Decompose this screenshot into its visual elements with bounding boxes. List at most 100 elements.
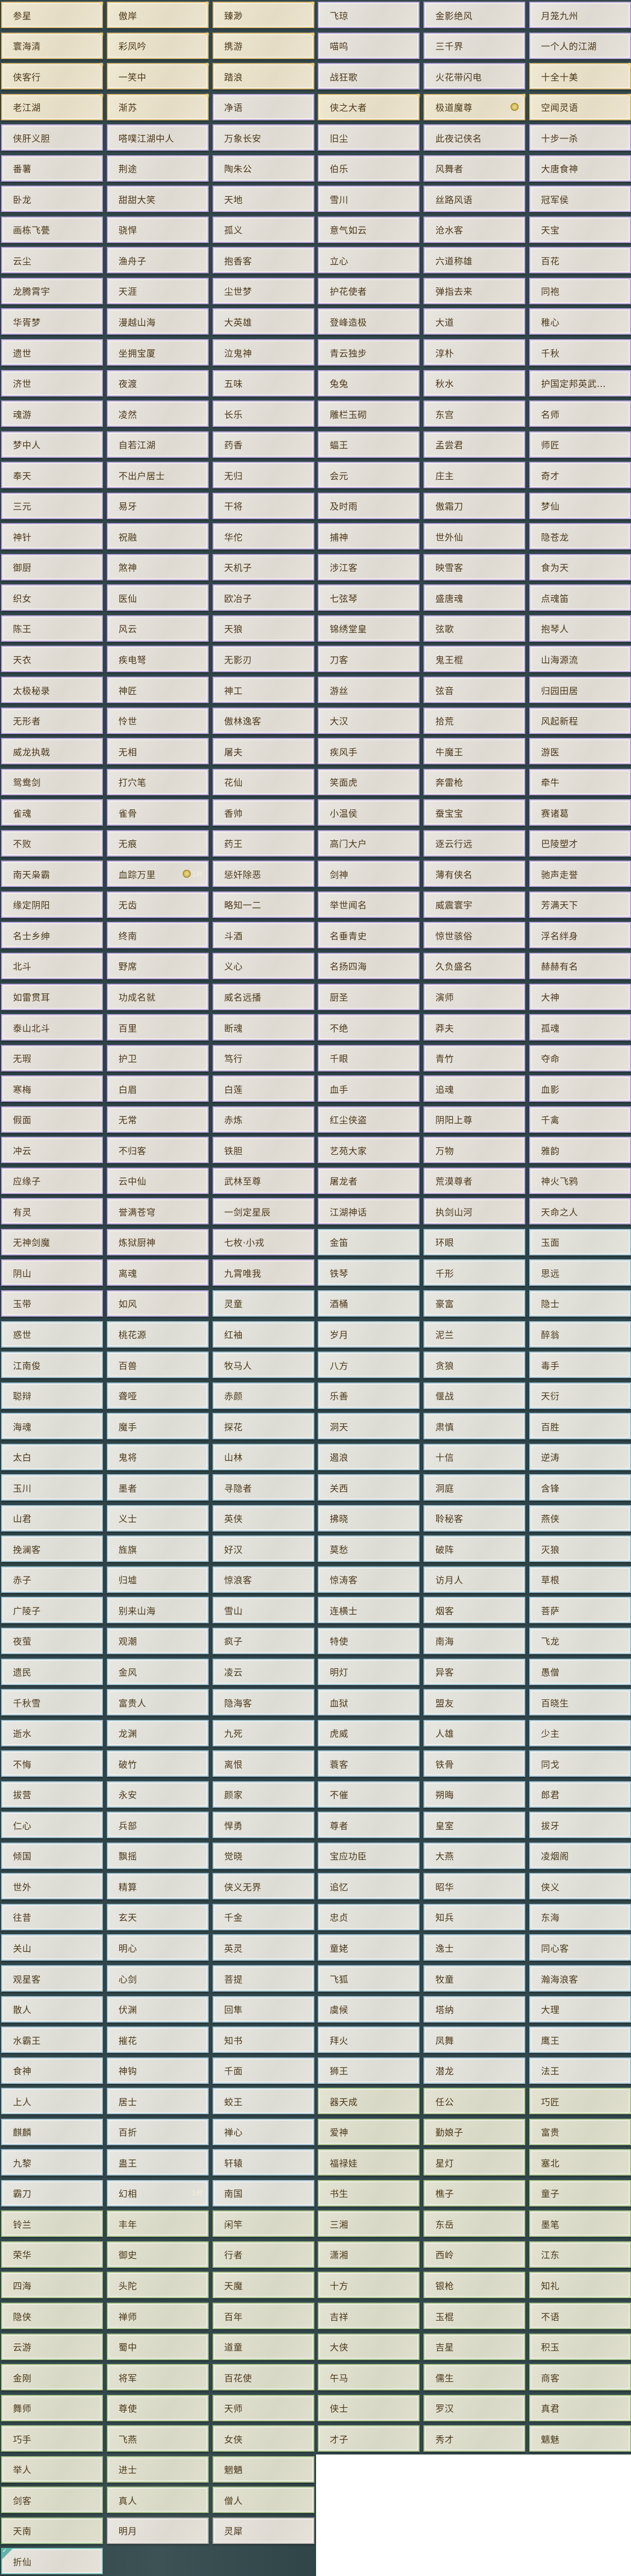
title-card[interactable]: 鬼王棍 [423, 646, 526, 673]
title-card[interactable]: 五味 [212, 370, 314, 397]
title-card[interactable]: 逝水 [1, 1719, 103, 1746]
title-card[interactable]: 疾电弩 [106, 646, 209, 673]
title-card[interactable]: 不催 [318, 1781, 420, 1808]
title-card[interactable]: 战狂歌 [318, 63, 420, 90]
title-card[interactable]: 野席 [106, 952, 209, 979]
title-card[interactable]: 月笼九州 [529, 2, 631, 28]
title-card[interactable]: 烟客 [423, 1597, 526, 1624]
title-card[interactable]: 不语 [529, 2303, 631, 2330]
title-card[interactable]: 书生 [318, 2179, 420, 2206]
title-card[interactable]: 觉晓 [212, 1842, 314, 1869]
title-card[interactable]: 捕神 [318, 523, 420, 550]
title-card[interactable]: 画栋飞甍 [1, 216, 103, 243]
title-card[interactable]: 吉星 [423, 2333, 526, 2360]
title-card[interactable]: 易牙 [106, 492, 209, 519]
title-card[interactable]: 寻隐者 [212, 1474, 314, 1501]
title-card[interactable]: 蝠王 [318, 431, 420, 458]
title-card[interactable]: 渔舟子 [106, 247, 209, 274]
title-card[interactable]: 忠贞 [318, 1903, 420, 1930]
title-card[interactable]: 神针 [1, 523, 103, 550]
title-card[interactable]: 玉川 [1, 1474, 103, 1501]
title-card[interactable]: 雪川 [318, 186, 420, 213]
title-card[interactable]: 雀骨 [106, 799, 209, 826]
title-card[interactable]: 午马 [318, 2364, 420, 2391]
title-card[interactable]: 皇室 [423, 1812, 526, 1839]
title-card[interactable]: 不悔 [1, 1750, 103, 1777]
title-card[interactable]: 明灯 [318, 1658, 420, 1685]
title-card[interactable]: 神火飞鸦 [529, 1167, 631, 1194]
title-card[interactable]: 护卫 [106, 1044, 209, 1071]
title-card[interactable]: 连横士 [318, 1597, 420, 1624]
title-card[interactable]: 铁琴 [318, 1259, 420, 1286]
title-card[interactable]: ✦ 侠客行 [1, 61, 104, 90]
title-card[interactable]: 吉祥 [318, 2303, 420, 2330]
title-card[interactable]: 赤颜 [212, 1382, 314, 1409]
title-card[interactable]: 威龙执戟 [1, 738, 103, 765]
title-card[interactable]: 驰声走誉 [529, 861, 631, 888]
title-card[interactable]: 观星客 [1, 1965, 103, 1992]
title-card[interactable]: 稚心 [529, 308, 631, 335]
title-card[interactable]: 抱琴人 [529, 615, 631, 642]
title-card[interactable]: 飘摇 [106, 1842, 209, 1869]
title-card[interactable]: ✦ 傲岸 [106, 0, 210, 28]
title-card[interactable]: 蜀中 [106, 2333, 209, 2360]
title-card[interactable]: ✦ 寰海清 [1, 31, 104, 59]
title-card[interactable]: 药香 [212, 431, 314, 458]
title-card[interactable]: 积玉 [529, 2333, 631, 2360]
title-card[interactable]: 蓑客 [318, 1750, 420, 1777]
title-card[interactable]: 偃战 [423, 1382, 526, 1409]
title-card[interactable]: 器天成 [318, 2088, 420, 2115]
title-card[interactable]: 陶朱公 [212, 155, 314, 182]
title-card[interactable]: 孤义 [212, 216, 314, 243]
title-card[interactable]: 郎君 [529, 1781, 631, 1808]
title-card[interactable]: 七弦琴 [318, 584, 420, 611]
title-card[interactable]: 盟友 [423, 1689, 526, 1716]
title-card[interactable]: 遗世 [1, 339, 103, 366]
title-card[interactable]: 一个人的江湖 [529, 32, 631, 59]
title-card[interactable]: 不绝 [318, 1014, 420, 1041]
title-card[interactable]: 聋哑 [106, 1382, 209, 1409]
title-card[interactable]: 万物 [423, 1137, 526, 1164]
title-card[interactable]: 山君 [1, 1505, 103, 1532]
title-card[interactable]: 知礼 [529, 2272, 631, 2299]
title-card[interactable]: 陈王 [1, 615, 103, 642]
title-card[interactable]: 兵部 [106, 1812, 209, 1839]
title-card[interactable]: 疯子 [212, 1627, 314, 1654]
title-card[interactable]: 赛诸葛 [529, 799, 631, 826]
title-card[interactable]: 荆途 [106, 155, 209, 182]
title-card[interactable]: 青云独步 [318, 339, 420, 366]
title-card[interactable]: 贪狼 [423, 1352, 526, 1379]
title-card[interactable]: 隐士 [529, 1290, 631, 1317]
title-card[interactable]: 华佗 [212, 523, 314, 550]
title-card[interactable]: 华胥梦 [1, 308, 103, 335]
title-card[interactable]: ✦ 一笑中 [106, 61, 210, 90]
title-card[interactable]: 血手 [318, 1075, 420, 1102]
title-card[interactable]: 天地 [212, 186, 314, 213]
title-card[interactable]: 巧匠 [529, 2088, 631, 2115]
title-card[interactable]: 洞天 [318, 1413, 420, 1440]
title-card[interactable]: 秀才 [423, 2425, 526, 2452]
title-card[interactable]: 骁悍 [106, 216, 209, 243]
title-card[interactable]: 探花 [212, 1413, 314, 1440]
title-card[interactable]: 回隼 [212, 1996, 314, 2023]
title-card[interactable]: 无归 [212, 462, 314, 489]
title-card[interactable]: 及时雨 [318, 492, 420, 519]
title-card[interactable]: 拔营 [1, 1781, 103, 1808]
title-card[interactable]: 惊涛客 [318, 1566, 420, 1593]
title-card[interactable]: 头陀 [106, 2272, 209, 2299]
title-card[interactable]: 百花 [529, 247, 631, 274]
title-card[interactable]: 火花带闪电 [423, 63, 526, 90]
title-card[interactable]: 血踪万里 1时 [106, 861, 209, 888]
title-card[interactable]: ✦ 老江湖 [1, 92, 104, 120]
title-card[interactable]: 夜萤 [1, 1627, 103, 1654]
title-card[interactable]: 潜龙 [423, 2057, 526, 2084]
title-card[interactable]: 心剑 [106, 1965, 209, 1992]
title-card[interactable]: 义心 [212, 952, 314, 979]
title-card[interactable]: 魔手 [106, 1413, 209, 1440]
title-card[interactable]: 魍魉 [212, 2456, 314, 2483]
title-card[interactable]: 岁月 [318, 1321, 420, 1348]
title-card[interactable]: 魂游 [1, 400, 103, 427]
title-card[interactable]: 青竹 [423, 1044, 526, 1071]
title-card[interactable]: 庄主 [423, 462, 526, 489]
title-card[interactable]: 番薯 [1, 155, 103, 182]
